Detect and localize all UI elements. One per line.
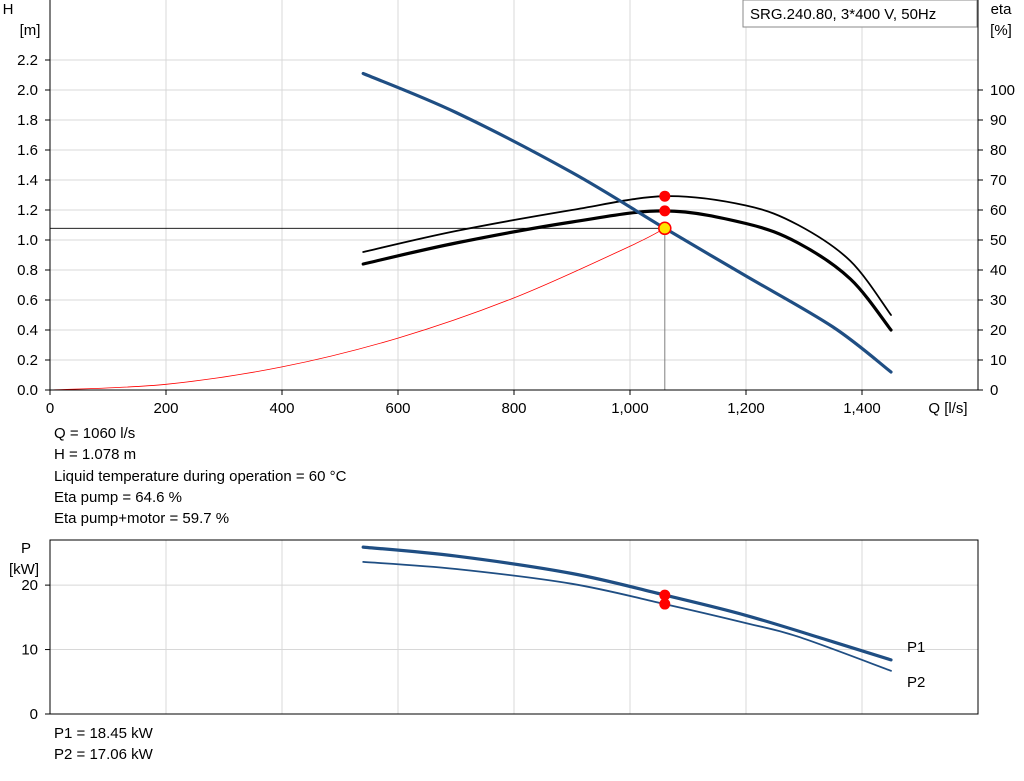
p-tick-label: 20 [21,577,38,594]
frames [45,0,983,715]
x-axis-label: Q [l/s] [928,400,967,417]
p-tick-label: 10 [21,642,38,659]
y2-tick-label: 100 [990,82,1015,99]
power-plot-frame [49,539,979,715]
y2-tick-label: 80 [990,142,1007,159]
curves [49,71,893,672]
p1-marker [659,589,671,601]
y2-tick-label: 60 [990,202,1007,219]
x-tick-label: 1,400 [843,400,881,417]
y2-tick-label: 50 [990,232,1007,249]
p-axis-label: P [21,540,31,557]
y2-tick-label: 70 [990,172,1007,189]
operating-point-marker [658,221,672,236]
info-p2: P2 = 17.06 kW [54,746,153,764]
head-grid [50,0,978,390]
power-curve-p1 [361,545,893,662]
y2-tick-label: 30 [990,292,1007,309]
power-curve-label-p1: P1 [907,639,925,656]
y-tick-label: 2.0 [17,82,38,99]
eta-total-marker [659,205,671,217]
p2-marker [659,598,671,610]
y-tick-label: 1.8 [17,112,38,129]
power-info: P1 = 18.45 kW P2 = 17.06 kW [54,723,153,766]
labels: 0 200 400 600 800 1,000 1,200 1,400 Q [l/s]0.00.… [3,1,1015,723]
power-grid [50,540,978,714]
eta-pump-curve [362,195,892,316]
x-tick-label: 1,000 [611,400,649,417]
y-tick-label: 0.0 [17,382,38,399]
y-tick-label: 2.2 [17,52,38,69]
y2-axis-unit: [%] [990,22,1012,39]
markers [658,190,672,610]
info-flow: Q = 1060 l/s [54,425,136,442]
y-tick-label: 0.4 [17,322,38,339]
x-tick-label: 800 [501,400,526,417]
power-curve-label-p2: P2 [907,674,925,691]
info-head: H = 1.078 m [54,446,137,464]
pump-label-box: SRG.240.80, 3*400 V, 50Hz [742,0,978,28]
y-tick-label: 1.0 [17,232,38,249]
p-tick-label: 0 [30,706,38,723]
y2-tick-label: 90 [990,112,1007,129]
y-axis-label: H [3,1,14,18]
y2-tick-label: 40 [990,262,1007,279]
y2-axis-label: eta [991,1,1013,18]
y-tick-label: 0.6 [17,292,38,309]
info-temperature: Liquid temperature during operation = 60… [54,467,347,485]
y-tick-label: 0.2 [17,352,38,369]
info-eta-pump: Eta pump = 64.6 % [54,488,182,506]
x-tick-label: 600 [385,400,410,417]
x-tick-label: 1,200 [727,400,765,417]
pump-label: SRG.240.80, 3*400 V, 50Hz [750,6,936,23]
y-tick-label: 1.4 [17,172,38,189]
x-tick-label: 400 [269,400,294,417]
x-tick-label: 200 [153,400,178,417]
y2-tick-label: 10 [990,352,1007,369]
y2-tick-label: 0 [990,382,998,399]
y-tick-label: 1.2 [17,202,38,219]
p-axis-unit: [kW] [9,561,39,578]
eta-pump-motor-curve [361,209,893,332]
y-axis-unit: [m] [20,22,41,39]
y-tick-label: 1.6 [17,142,38,159]
head-curve [361,71,893,374]
x-tick-label: 0 [46,400,54,417]
y-tick-label: 0.8 [17,262,38,279]
eta-pump-marker [659,190,671,202]
info-p1: P1 = 18.45 kW [54,725,153,742]
system-curve [49,227,666,391]
y2-tick-label: 20 [990,322,1007,339]
power-curve-p2 [362,561,892,672]
operating-point-info: Q = 1060 l/s H = 1.078 m Liquid temperat… [54,423,346,529]
info-eta-total: Eta pump+motor = 59.7 % [54,510,230,528]
